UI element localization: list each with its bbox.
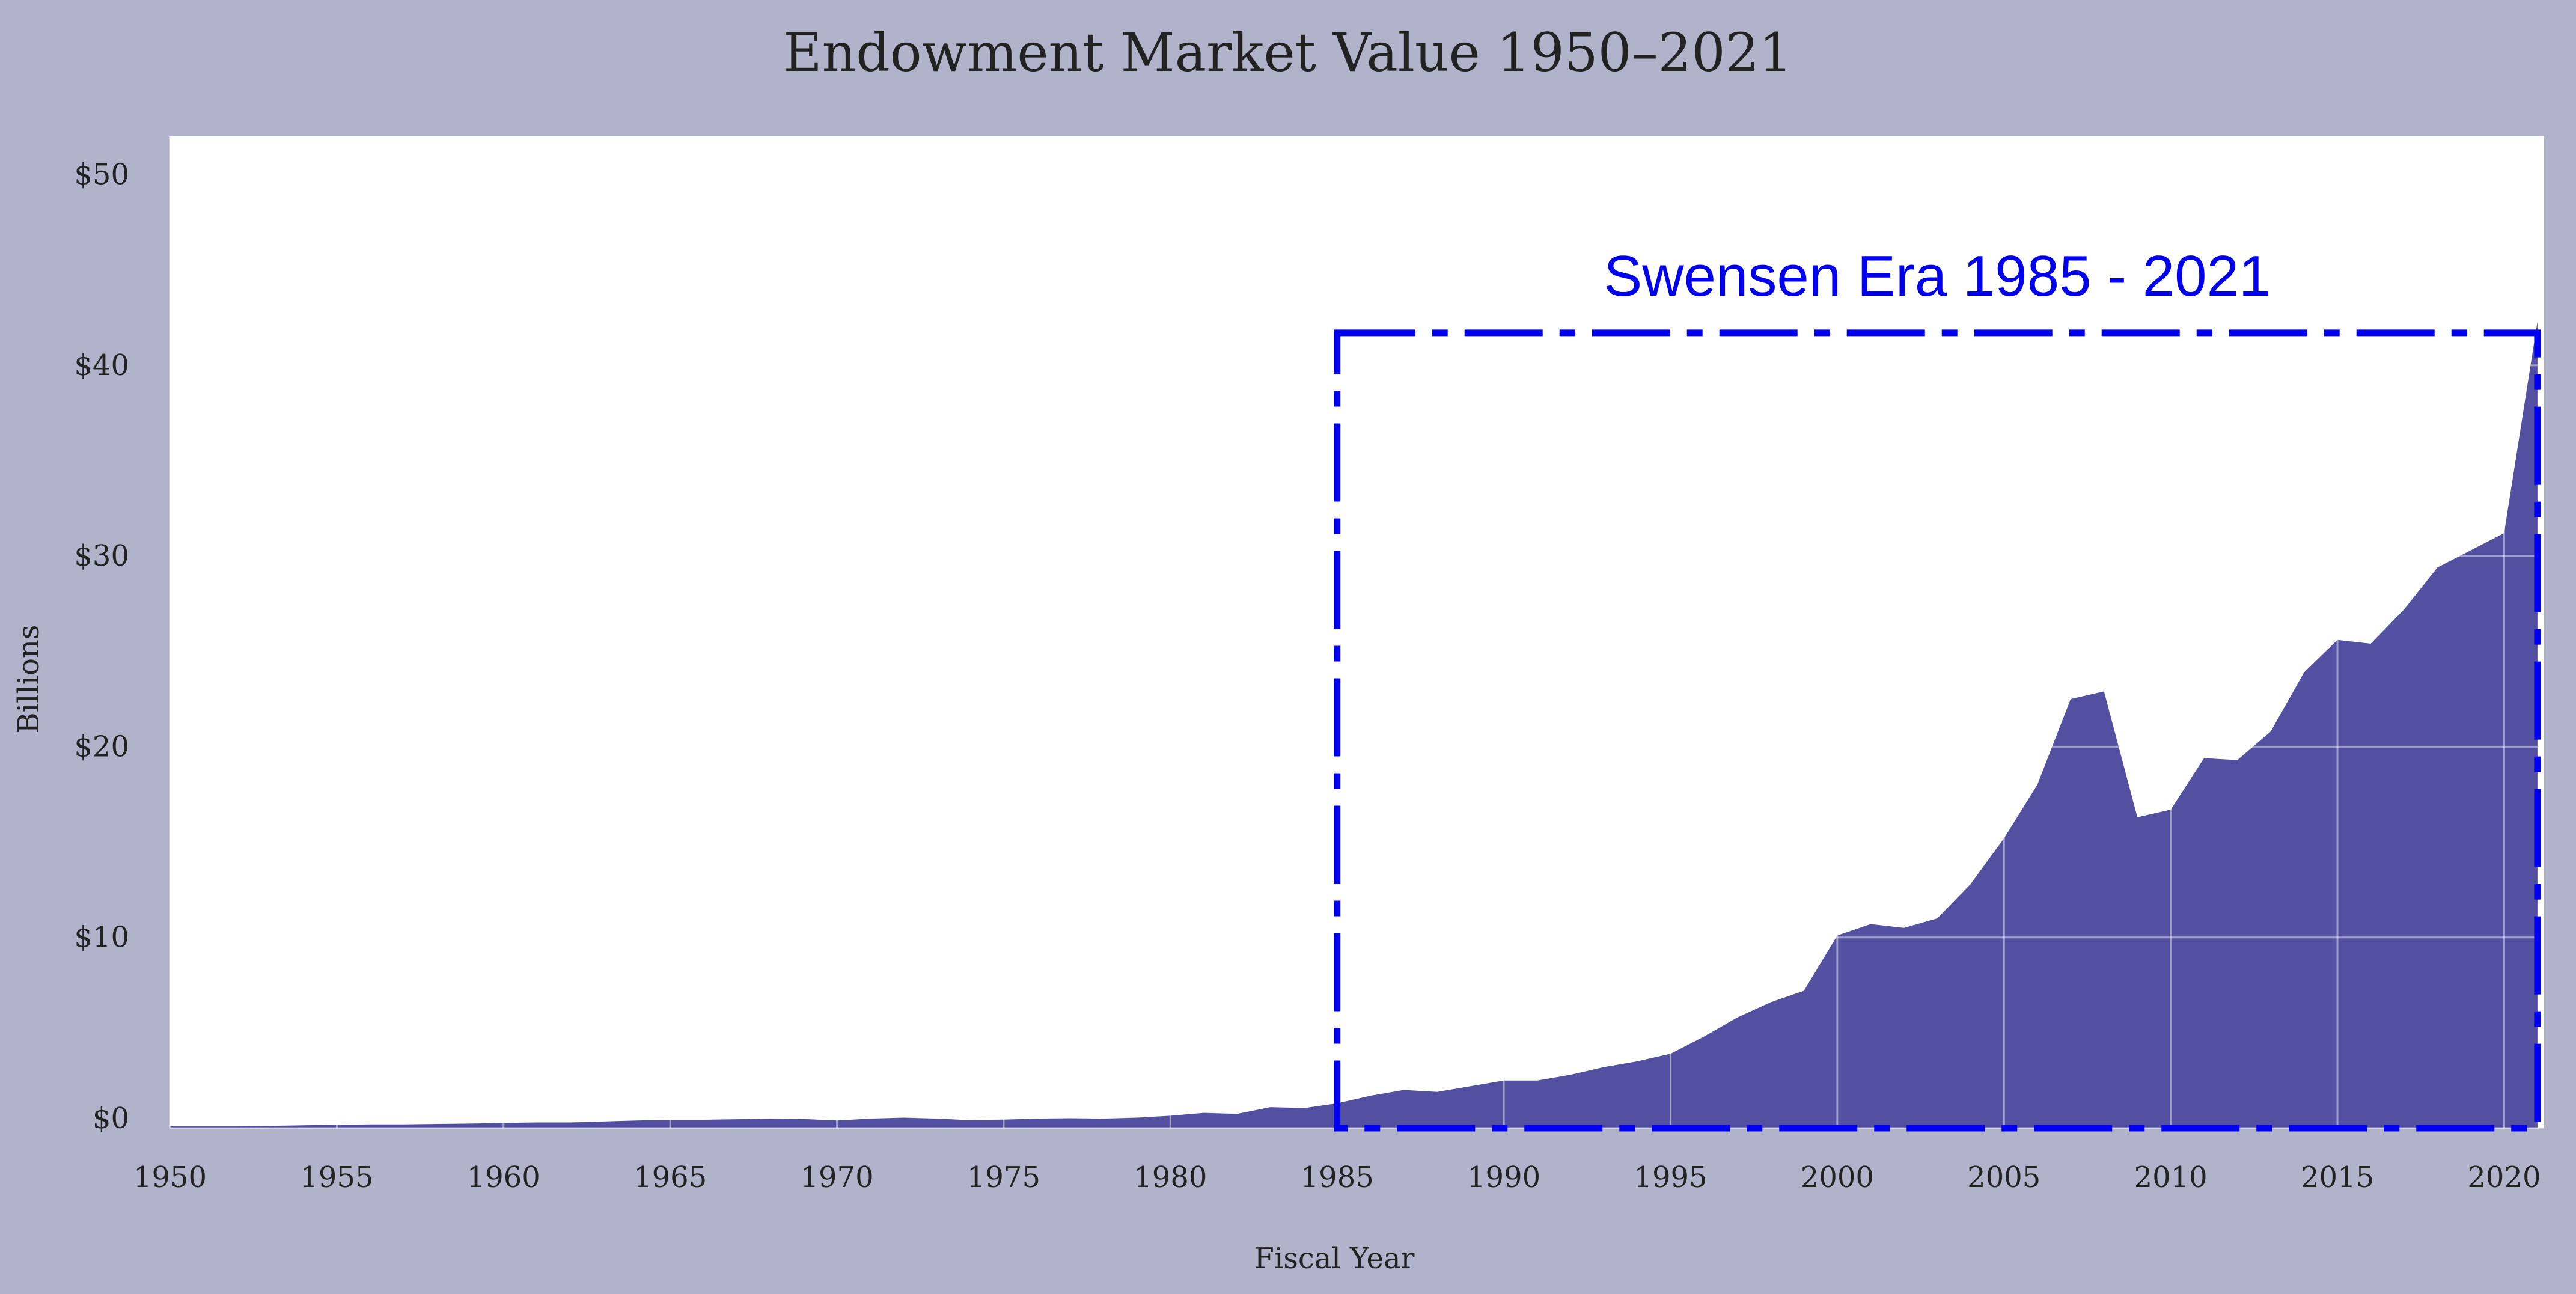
annotation-box [1334, 329, 2541, 1132]
x-tick-label: 1950 [133, 1161, 207, 1194]
x-tick-label: 2000 [1801, 1161, 1874, 1194]
annotation-label: Swensen Era 1985 - 2021 [1604, 244, 2271, 308]
x-tick-label: 2010 [2134, 1161, 2208, 1194]
x-tick-label: 1970 [800, 1161, 873, 1194]
x-tick-label: 1975 [967, 1161, 1040, 1194]
tick-labels: 1950 1955 1960 1965 1970 1975 1980 1985 1990 1995… [74, 157, 2541, 1194]
x-tick-label: 2020 [2467, 1161, 2541, 1194]
y-tick-label: $20 [74, 730, 129, 763]
y-tick-label: $0 [93, 1102, 129, 1135]
y-tick-label: $50 [74, 157, 129, 191]
area-layer [170, 321, 2538, 1128]
y-axis-label: Billions [12, 624, 46, 733]
chart-title: Endowment Market Value 1950–2021 [783, 22, 1792, 84]
x-tick-label: 1955 [300, 1161, 373, 1194]
area-series-0 [170, 321, 2538, 1128]
y-tick-label: $40 [74, 349, 129, 382]
annotation-layer: Swensen Era 1985 - 2021 [1334, 244, 2541, 1132]
x-tick-label: 1985 [1301, 1161, 1374, 1194]
x-axis-label: Fiscal Year [1254, 1242, 1415, 1275]
x-tick-label: 2015 [2301, 1161, 2374, 1194]
x-tick-label: 1960 [467, 1161, 540, 1194]
x-tick-label: 1990 [1467, 1161, 1540, 1194]
x-tick-label: 1995 [1634, 1161, 1707, 1194]
y-tick-label: $30 [74, 539, 129, 573]
y-tick-label: $10 [74, 921, 129, 954]
x-tick-label: 1965 [633, 1161, 707, 1194]
x-tick-label: 2005 [1967, 1161, 2040, 1194]
x-tick-label: 1980 [1134, 1161, 1207, 1194]
